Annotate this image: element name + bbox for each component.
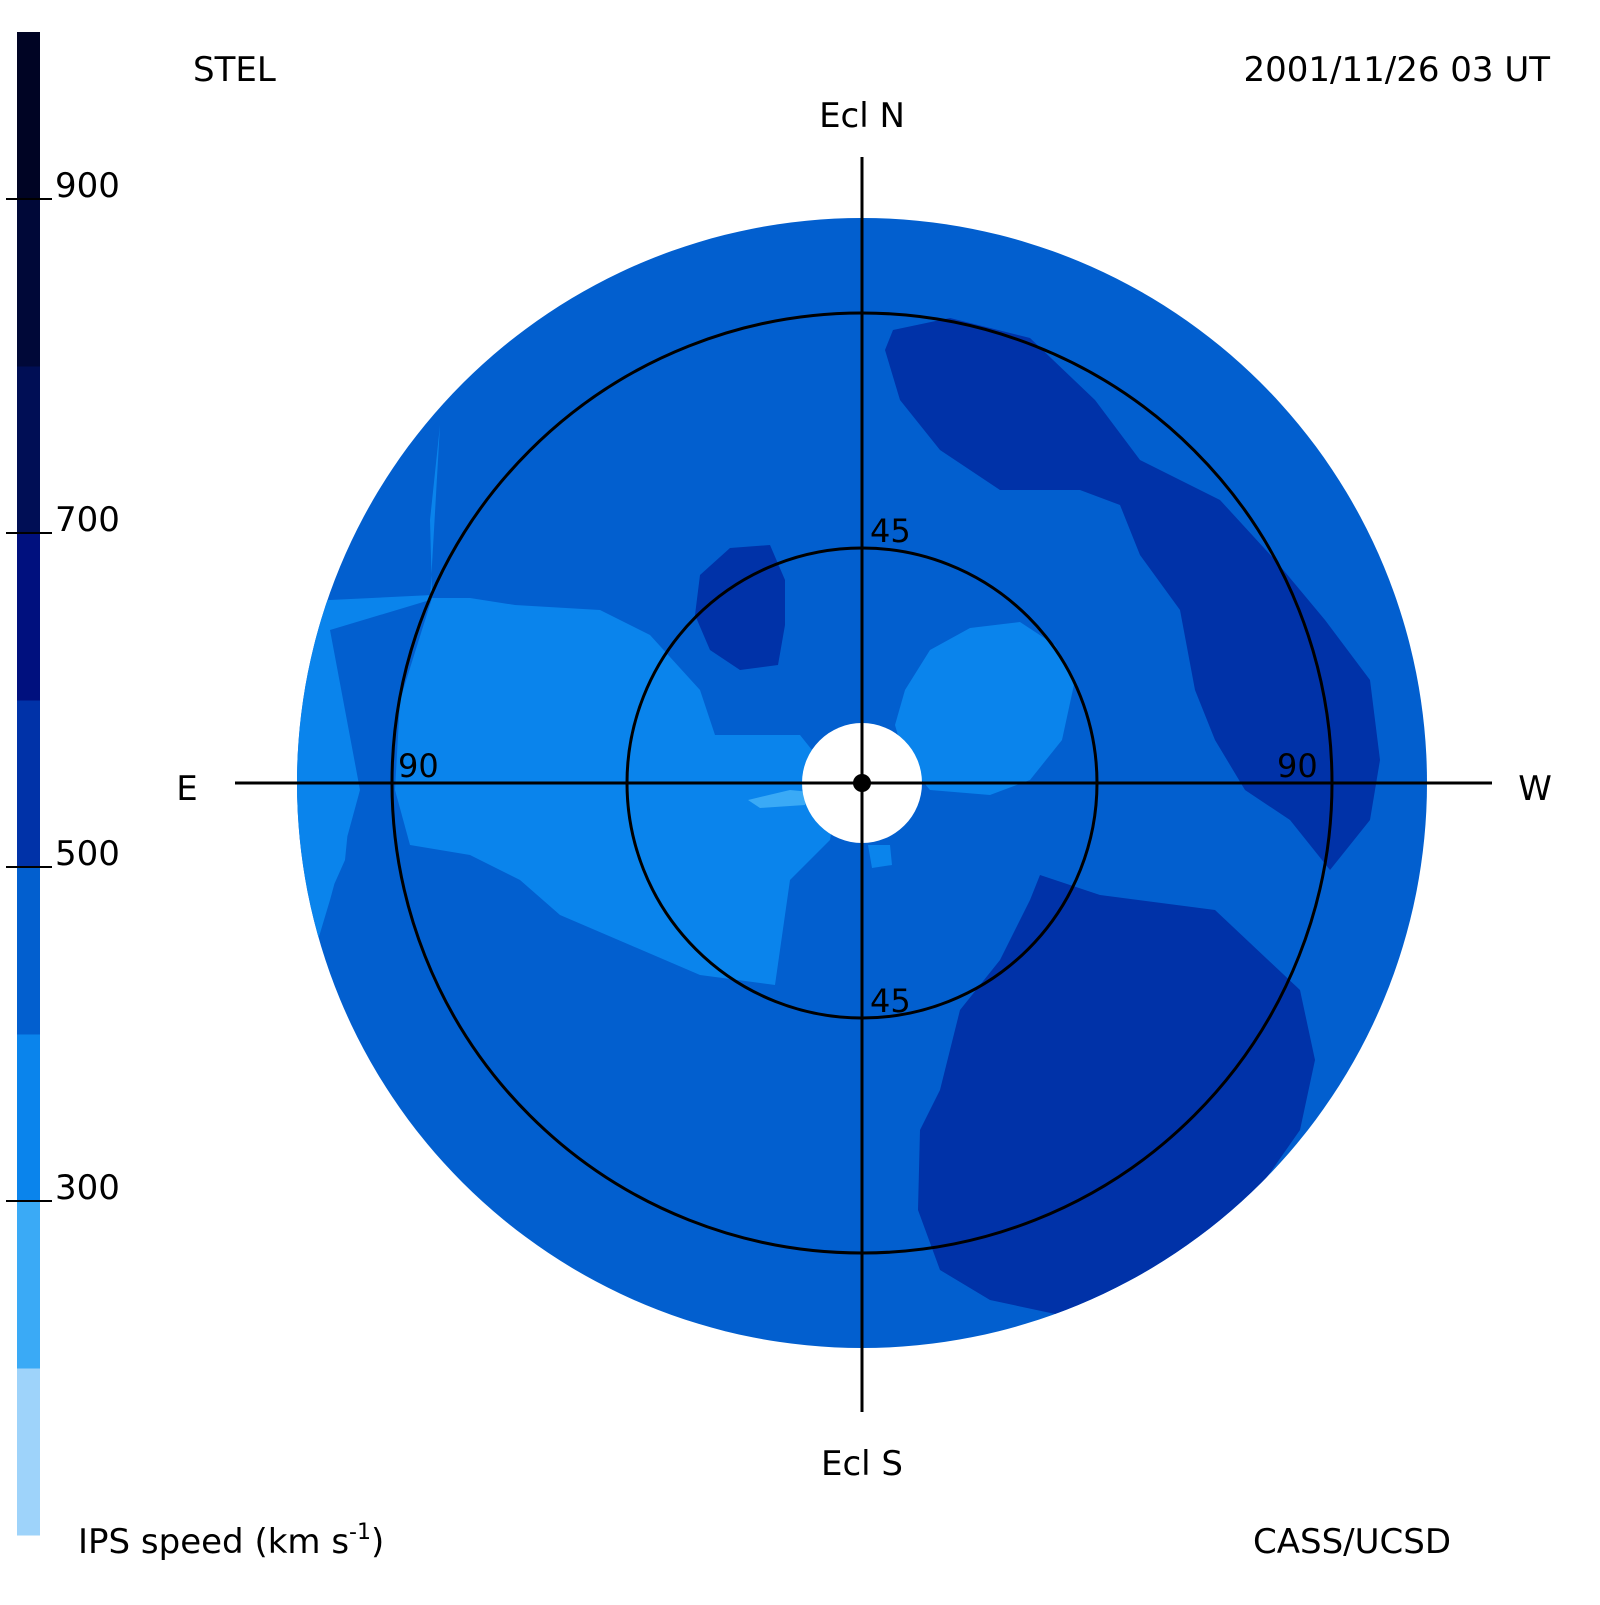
region-streak — [748, 790, 810, 808]
region-streak-2 — [868, 845, 892, 868]
colorbar-band — [17, 199, 40, 367]
colorbar-title-close: ) — [371, 1522, 384, 1562]
colorbar-tick-label: 500 — [55, 834, 120, 874]
ring-label-45-top: 45 — [870, 512, 911, 550]
sun-center-dot — [853, 774, 871, 792]
colorbar-band — [17, 1201, 40, 1369]
ring-label-90-left: 90 — [398, 747, 439, 785]
colorbar-band — [17, 867, 40, 1035]
region-nw-arc — [885, 318, 1380, 870]
datetime-label: 2001/11/26 03 UT — [1244, 50, 1551, 90]
ring-label-45-bottom: 45 — [870, 982, 911, 1020]
colorbar-band — [17, 1034, 40, 1202]
region-nw-lobe — [895, 622, 1075, 795]
colorbar — [17, 32, 40, 1536]
colorbar-band — [17, 366, 40, 534]
region-sw-patch — [918, 875, 1315, 1315]
speed-regions — [297, 318, 1380, 1315]
colorbar-tick-label: 700 — [55, 500, 120, 540]
colorbar-ticks: 900 700 500 300 — [6, 166, 120, 1208]
colorbar-title-main: IPS speed (km s — [78, 1522, 349, 1562]
label-west: W — [1518, 769, 1552, 809]
label-east: E — [176, 769, 197, 809]
colorbar-title: IPS speed (km s-1) — [78, 1520, 384, 1562]
source-label: STEL — [193, 50, 276, 90]
colorbar-band — [17, 533, 40, 701]
label-south: Ecl S — [821, 1444, 903, 1484]
region-ne-patch — [695, 545, 785, 670]
colorbar-band — [17, 700, 40, 868]
colorbar-title-exp: -1 — [349, 1520, 371, 1545]
label-north: Ecl N — [819, 96, 905, 136]
region-east-band — [395, 598, 840, 985]
colorbar-band — [17, 32, 40, 200]
colorbar-band — [17, 1368, 40, 1536]
colorbar-tick-label: 900 — [55, 166, 120, 206]
credit-label: CASS/UCSD — [1253, 1522, 1451, 1562]
ring-label-90-right: 90 — [1277, 747, 1318, 785]
region-east-rim — [297, 425, 440, 1000]
colorbar-tick-label: 300 — [55, 1168, 120, 1208]
